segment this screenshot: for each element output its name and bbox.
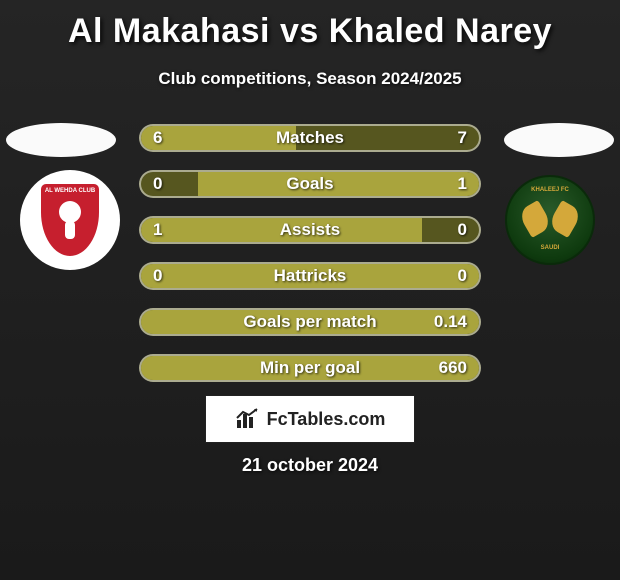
team1-badge-text: AL WEHDA CLUB — [45, 188, 95, 194]
ellipse-shadow-left — [6, 123, 116, 157]
eagle-icon — [525, 200, 575, 240]
stat-row: 6 7 Matches — [139, 124, 481, 152]
stat-left-value: 0 — [153, 266, 162, 286]
stat-row: 0.14 Goals per match — [139, 308, 481, 336]
brand-box: FcTables.com — [205, 395, 415, 443]
stat-row: 0 1 Goals — [139, 170, 481, 198]
ellipse-shadow-right — [504, 123, 614, 157]
stat-row: 0 0 Hattricks — [139, 262, 481, 290]
stat-label: Matches — [276, 128, 344, 148]
stat-left-value: 6 — [153, 128, 162, 148]
bar-fill-right — [198, 172, 479, 196]
subtitle: Club competitions, Season 2024/2025 — [0, 69, 620, 89]
stat-label: Assists — [280, 220, 340, 240]
team2-badge-text-top: KHALEEJ FC — [531, 187, 569, 193]
stat-right-value: 1 — [458, 174, 467, 194]
date-text: 21 october 2024 — [242, 455, 378, 476]
stat-right-value: 0 — [458, 220, 467, 240]
stat-label: Goals — [286, 174, 333, 194]
team2-logo: KHALEEJ FC SAUDI — [500, 170, 600, 270]
stat-right-value: 0.14 — [434, 312, 467, 332]
chart-icon — [235, 408, 261, 430]
stat-row: 1 0 Assists — [139, 216, 481, 244]
stat-left-value: 0 — [153, 174, 162, 194]
team2-badge-text-bot: SAUDI — [541, 245, 560, 251]
stat-right-value: 660 — [439, 358, 467, 378]
page-title: Al Makahasi vs Khaled Narey — [0, 0, 620, 51]
team1-shield-icon: AL WEHDA CLUB — [38, 181, 102, 259]
stat-label: Goals per match — [243, 312, 376, 332]
stats-container: 6 7 Matches 0 1 Goals 1 0 Assists 0 0 Hattricks 0.14… — [139, 124, 481, 400]
brand-text: FcTables.com — [267, 409, 386, 430]
stat-label: Hattricks — [274, 266, 347, 286]
bar-fill-left — [141, 126, 296, 150]
team1-logo: AL WEHDA CLUB — [20, 170, 120, 270]
team2-shield-icon: KHALEEJ FC SAUDI — [505, 175, 595, 265]
stat-right-value: 7 — [458, 128, 467, 148]
stat-right-value: 0 — [458, 266, 467, 286]
stat-left-value: 1 — [153, 220, 162, 240]
stat-row: 660 Min per goal — [139, 354, 481, 382]
stat-label: Min per goal — [260, 358, 360, 378]
